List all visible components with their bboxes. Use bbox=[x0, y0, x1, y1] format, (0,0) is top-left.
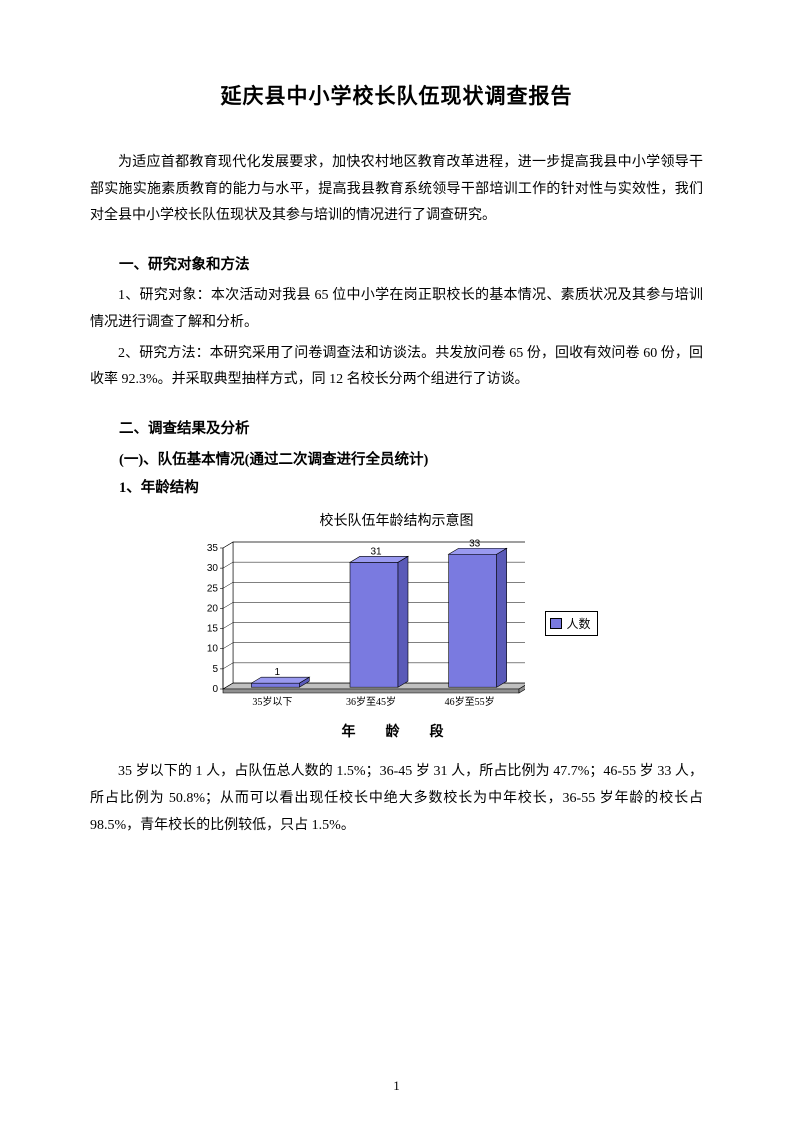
svg-text:33: 33 bbox=[470, 539, 482, 550]
section2-sub1: (一)、队伍基本情况(通过二次调查进行全员统计) bbox=[90, 447, 703, 475]
section1-heading: 一、研究对象和方法 bbox=[90, 252, 703, 280]
svg-text:36岁至45岁: 36岁至45岁 bbox=[346, 695, 396, 708]
section1-p2: 2、研究方法：本研究采用了问卷调查法和访谈法。共发放问卷 65 份，回收有效问卷… bbox=[90, 341, 703, 394]
analysis-paragraph: 35 岁以下的 1 人，占队伍总人数的 1.5%；36-45 岁 31 人，所占… bbox=[90, 759, 703, 839]
svg-text:15: 15 bbox=[207, 624, 219, 635]
bar-chart: 0 5 10 15 20 25 30 35 1 35岁以下 31 36岁至45岁 33 46岁至55岁 bbox=[195, 536, 525, 711]
svg-text:25: 25 bbox=[207, 584, 219, 595]
svg-text:5: 5 bbox=[213, 664, 219, 675]
chart-title: 校长队伍年龄结构示意图 bbox=[90, 510, 703, 530]
svg-text:35岁以下: 35岁以下 bbox=[253, 695, 293, 708]
svg-text:0: 0 bbox=[213, 684, 219, 695]
svg-text:20: 20 bbox=[207, 604, 219, 615]
intro-paragraph: 为适应首都教育现代化发展要求，加快农村地区教育改革进程，进一步提高我县中小学领导… bbox=[90, 150, 703, 230]
chart-container: 0 5 10 15 20 25 30 35 1 35岁以下 31 36岁至45岁 33 46岁至55岁 人… bbox=[90, 536, 703, 711]
svg-text:46岁至55岁: 46岁至55岁 bbox=[445, 695, 495, 708]
document-page: 延庆县中小学校长队伍现状调查报告 为适应首都教育现代化发展要求，加快农村地区教育… bbox=[0, 0, 793, 1122]
legend-swatch bbox=[550, 618, 562, 629]
svg-text:10: 10 bbox=[207, 644, 219, 655]
section1-p1: 1、研究对象：本次活动对我县 65 位中小学在岗正职校长的基本情况、素质状况及其… bbox=[90, 283, 703, 336]
svg-text:35: 35 bbox=[207, 543, 219, 554]
page-number: 1 bbox=[0, 1078, 793, 1094]
section2-heading: 二、调查结果及分析 bbox=[90, 416, 703, 444]
document-title: 延庆县中小学校长队伍现状调查报告 bbox=[90, 80, 703, 110]
svg-text:31: 31 bbox=[371, 547, 383, 558]
chart-area: 0 5 10 15 20 25 30 35 1 35岁以下 31 36岁至45岁 33 46岁至55岁 bbox=[195, 536, 525, 711]
section2-sub2: 1、年龄结构 bbox=[90, 475, 703, 503]
svg-text:30: 30 bbox=[207, 563, 219, 574]
chart-axis-caption: 年 龄 段 bbox=[90, 721, 703, 741]
chart-legend: 人数 bbox=[545, 611, 597, 636]
svg-text:1: 1 bbox=[275, 668, 281, 679]
legend-label: 人数 bbox=[566, 615, 590, 632]
